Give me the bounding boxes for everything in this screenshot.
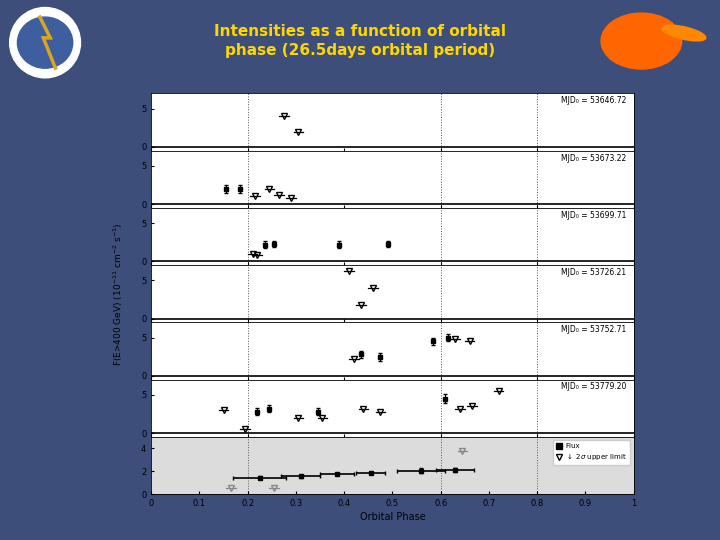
Text: MJD₀ = 53673.22: MJD₀ = 53673.22 bbox=[561, 153, 626, 163]
Text: MJD₀ = 53726.21: MJD₀ = 53726.21 bbox=[561, 268, 626, 277]
Text: MJD₀ = 53752.71: MJD₀ = 53752.71 bbox=[561, 325, 626, 334]
Text: MJD₀ = 53646.72: MJD₀ = 53646.72 bbox=[561, 96, 626, 105]
X-axis label: Orbital Phase: Orbital Phase bbox=[359, 512, 426, 522]
Text: MJD₀ = 53779.20: MJD₀ = 53779.20 bbox=[561, 382, 626, 392]
Ellipse shape bbox=[9, 8, 81, 78]
Text: F(E>400 GeV) (10$^{-11}$ cm$^{-2}$ s$^{-1}$): F(E>400 GeV) (10$^{-11}$ cm$^{-2}$ s$^{-… bbox=[112, 222, 125, 366]
Legend: Flux, $\downarrow$ 2$\sigma$ upper limit: Flux, $\downarrow$ 2$\sigma$ upper limit bbox=[553, 440, 630, 465]
Circle shape bbox=[601, 13, 682, 69]
Ellipse shape bbox=[662, 25, 706, 41]
Text: Intensities as a function of orbital
phase (26.5days orbital period): Intensities as a function of orbital pha… bbox=[214, 24, 506, 58]
Text: MJD₀ = 53699.71: MJD₀ = 53699.71 bbox=[561, 211, 626, 220]
Circle shape bbox=[17, 17, 73, 68]
